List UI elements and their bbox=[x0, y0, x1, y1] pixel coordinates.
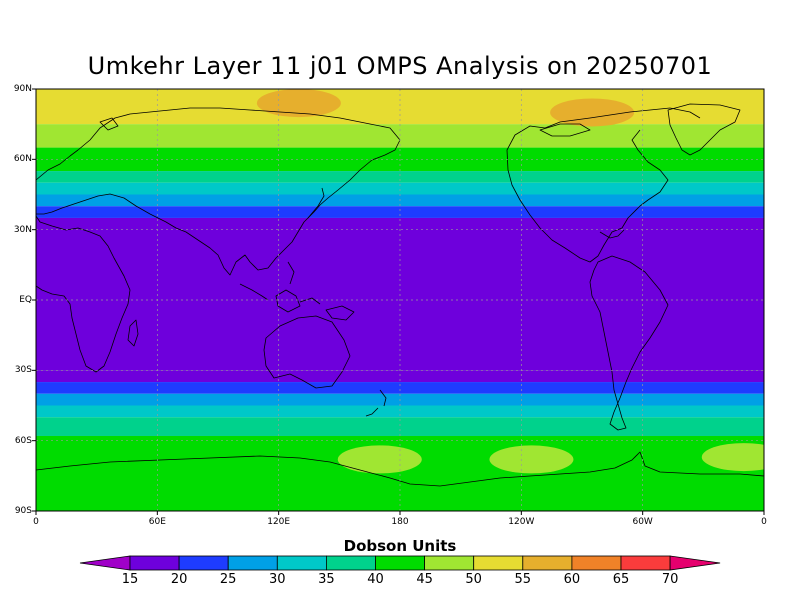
coastlines bbox=[36, 103, 764, 487]
lon-tick-label: 120W bbox=[508, 517, 535, 527]
colorbar-swatch bbox=[325, 555, 376, 571]
colorbar-tick-label: 25 bbox=[219, 572, 237, 587]
colorbar-tick-label: 20 bbox=[170, 572, 188, 587]
colorbar-tick-label: 45 bbox=[416, 572, 433, 587]
ozone-band-9 bbox=[36, 382, 764, 394]
colorbar-tick-label: 65 bbox=[612, 572, 630, 587]
colorbar-tick-label: 30 bbox=[269, 572, 286, 587]
colorbar-swatch bbox=[620, 555, 671, 571]
colorbar-swatch bbox=[375, 555, 425, 571]
colorbar-tick-label: 50 bbox=[465, 572, 482, 587]
ozone-maximum-1 bbox=[550, 98, 635, 127]
lat-tick-label: EQ bbox=[19, 295, 32, 305]
ozone-band-12 bbox=[36, 417, 764, 436]
colorbar-swatch bbox=[424, 555, 475, 571]
colorbar-swatch bbox=[473, 555, 524, 571]
ozone-band-8 bbox=[36, 370, 764, 383]
lat-tick-label: 60S bbox=[14, 435, 32, 446]
colorbar-tick-label: 40 bbox=[367, 572, 384, 587]
colorbar-swatch bbox=[129, 555, 180, 571]
colorbar-swatch bbox=[522, 555, 573, 571]
colorbar-tick-label: 15 bbox=[121, 572, 139, 587]
lon-tick-label: 180 bbox=[391, 517, 409, 527]
ozone-band-3 bbox=[36, 171, 764, 183]
colorbar-tick-label: 35 bbox=[318, 572, 335, 587]
colorbar-title: Dobson Units bbox=[343, 537, 457, 555]
axis-ticks bbox=[32, 88, 765, 515]
lon-tick-label: 60W bbox=[632, 517, 653, 527]
graticule bbox=[36, 89, 764, 511]
lat-tick-label: 90S bbox=[14, 506, 32, 516]
ozone-maximum-0 bbox=[256, 89, 341, 118]
lon-tick-label: 0 bbox=[33, 517, 39, 527]
colorbar bbox=[79, 555, 721, 571]
ozone-band-4 bbox=[36, 182, 764, 195]
colorbar-tick-label: 55 bbox=[514, 572, 532, 587]
lon-tick-label: 0 bbox=[761, 517, 767, 527]
colorbar-swatch bbox=[178, 555, 229, 571]
colorbar-swatch bbox=[276, 555, 327, 571]
ozone-maximum-2 bbox=[337, 445, 422, 474]
lon-tick-label: 120E bbox=[267, 517, 291, 527]
ozone-field bbox=[36, 89, 764, 511]
ozone-band-6 bbox=[36, 206, 764, 218]
lat-tick-label: 30S bbox=[14, 365, 32, 376]
colorbar-high-arrow bbox=[669, 555, 721, 571]
ozone-maximum-4 bbox=[701, 443, 764, 472]
ozone-band-11 bbox=[36, 405, 764, 418]
colorbar-tick-label: 70 bbox=[661, 572, 679, 587]
colorbar-swatch bbox=[571, 555, 622, 571]
lat-tick-label: 60N bbox=[13, 154, 32, 165]
map-title: Umkehr Layer 11 j01 OMPS Analysis on 202… bbox=[87, 52, 713, 80]
lon-tick-label: 60E bbox=[148, 517, 166, 527]
colorbar-low-arrow bbox=[79, 555, 131, 571]
colorbar-tick-label: 60 bbox=[563, 572, 581, 587]
ozone-maximum-3 bbox=[489, 445, 574, 474]
colorbar-swatch bbox=[227, 555, 278, 571]
lat-tick-label: 30N bbox=[13, 224, 32, 235]
lat-tick-label: 90N bbox=[13, 84, 32, 94]
